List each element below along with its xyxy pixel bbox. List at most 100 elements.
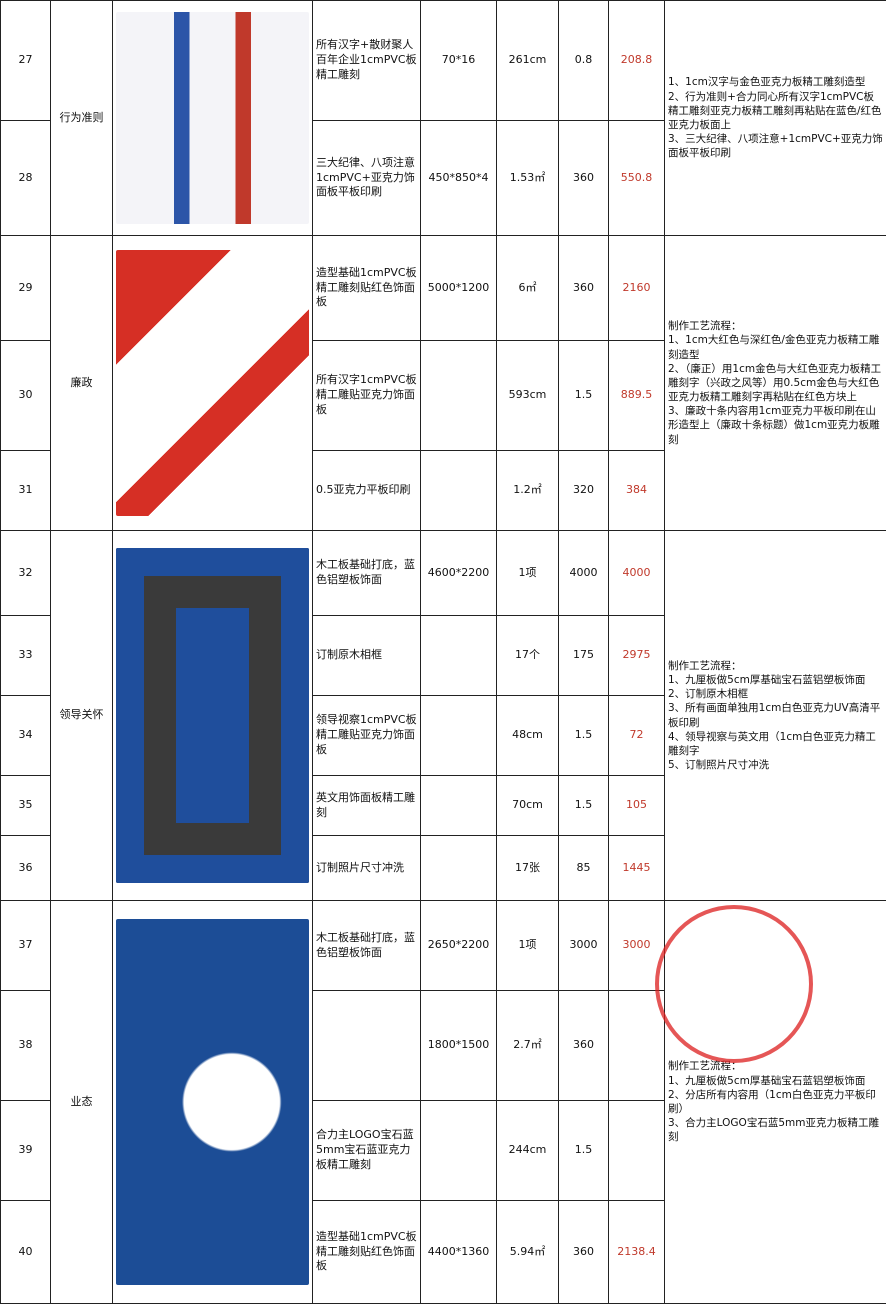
- row-number: 34: [1, 696, 51, 776]
- size: 5000*1200: [421, 236, 497, 341]
- process-description: 制作工艺流程： 1、九厘板做5cm厚基础宝石蓝铝塑板饰面 2、订制原木相框 3、…: [665, 531, 886, 901]
- item-description: 木工板基础打底，蓝色铝塑板饰面: [313, 531, 421, 616]
- item-description: 合力主LOGO宝石蓝5mm宝石蓝亚克力板精工雕刻: [313, 1101, 421, 1201]
- unit-price: 360: [559, 991, 609, 1101]
- item-description: 造型基础1cmPVC板精工雕刻贴红色饰面板: [313, 236, 421, 341]
- unit-price: 1.5: [559, 696, 609, 776]
- row-number: 29: [1, 236, 51, 341]
- item-description: 英文用饰面板精工雕刻: [313, 776, 421, 836]
- unit-price: 4000: [559, 531, 609, 616]
- image-cell: [113, 1, 313, 236]
- item-description: 订制照片尺寸冲洗: [313, 836, 421, 901]
- category: 领导关怀: [51, 531, 113, 901]
- item-description: 木工板基础打底，蓝色铝塑板饰面: [313, 901, 421, 991]
- row-number: 35: [1, 776, 51, 836]
- unit-price: 3000: [559, 901, 609, 991]
- unit-price: 360: [559, 121, 609, 236]
- size: [421, 616, 497, 696]
- total: 2138.4: [609, 1201, 665, 1304]
- size: 70*16: [421, 1, 497, 121]
- row-number: 31: [1, 451, 51, 531]
- image-cell: [113, 901, 313, 1304]
- item-description: 三大纪律、八项注意1cmPVC+亚克力饰面板平板印刷: [313, 121, 421, 236]
- image-cell: [113, 531, 313, 901]
- item-description: 所有汉字+散财聚人百年企业1cmPVC板精工雕刻: [313, 1, 421, 121]
- size: 1800*1500: [421, 991, 497, 1101]
- preview-image: [116, 12, 309, 224]
- size: [421, 696, 497, 776]
- quantity: 48cm: [497, 696, 559, 776]
- unit-price: 1.5: [559, 776, 609, 836]
- item-description: [313, 991, 421, 1101]
- unit-price: 0.8: [559, 1, 609, 121]
- quantity: 70cm: [497, 776, 559, 836]
- quantity: 593cm: [497, 341, 559, 451]
- quantity: 261cm: [497, 1, 559, 121]
- size: 2650*2200: [421, 901, 497, 991]
- process-description: 制作工艺流程： 1、1cm大红色与深红色/金色亚克力板精工雕刻造型 2、（廉正）…: [665, 236, 886, 531]
- quantity: 1.53㎡: [497, 121, 559, 236]
- preview-image: [116, 919, 309, 1285]
- item-description: 订制原木相框: [313, 616, 421, 696]
- preview-image: [116, 250, 309, 517]
- category: 业态: [51, 901, 113, 1304]
- total: 208.8: [609, 1, 665, 121]
- process-description: 制作工艺流程： 1、九厘板做5cm厚基础宝石蓝铝塑板饰面 2、分店所有内容用（1…: [665, 901, 886, 1304]
- row-number: 37: [1, 901, 51, 991]
- size: 4400*1360: [421, 1201, 497, 1304]
- total: 3000: [609, 901, 665, 991]
- quantity: 2.7㎡: [497, 991, 559, 1101]
- total: [609, 991, 665, 1101]
- process-description: 1、1cm汉字与金色亚克力板精工雕刻造型 2、行为准则+合力同心所有汉字1cmP…: [665, 1, 886, 236]
- unit-price: 175: [559, 616, 609, 696]
- unit-price: 360: [559, 1201, 609, 1304]
- item-description: 领导视察1cmPVC板精工雕贴亚克力饰面板: [313, 696, 421, 776]
- quantity: 1项: [497, 901, 559, 991]
- quantity: 1项: [497, 531, 559, 616]
- item-description: 所有汉字1cmPVC板精工雕贴亚克力饰面板: [313, 341, 421, 451]
- item-description: 0.5亚克力平板印刷: [313, 451, 421, 531]
- total: [609, 1101, 665, 1201]
- total: 2160: [609, 236, 665, 341]
- total: 1445: [609, 836, 665, 901]
- size: [421, 451, 497, 531]
- total: 2975: [609, 616, 665, 696]
- row-number: 38: [1, 991, 51, 1101]
- row-number: 27: [1, 1, 51, 121]
- unit-price: 85: [559, 836, 609, 901]
- item-description: 造型基础1cmPVC板精工雕刻贴红色饰面板: [313, 1201, 421, 1304]
- preview-image: [116, 548, 309, 884]
- row-number: 40: [1, 1201, 51, 1304]
- total: 550.8: [609, 121, 665, 236]
- total: 384: [609, 451, 665, 531]
- unit-price: 1.5: [559, 341, 609, 451]
- row-number: 33: [1, 616, 51, 696]
- size: [421, 341, 497, 451]
- row-number: 39: [1, 1101, 51, 1201]
- image-cell: [113, 236, 313, 531]
- size: [421, 1101, 497, 1201]
- size: [421, 776, 497, 836]
- row-number: 36: [1, 836, 51, 901]
- quantity: 17个: [497, 616, 559, 696]
- size: 450*850*4: [421, 121, 497, 236]
- size: 4600*2200: [421, 531, 497, 616]
- total: 4000: [609, 531, 665, 616]
- total: 72: [609, 696, 665, 776]
- row-number: 28: [1, 121, 51, 236]
- quantity: 5.94㎡: [497, 1201, 559, 1304]
- category: 行为准则: [51, 1, 113, 236]
- unit-price: 320: [559, 451, 609, 531]
- total: 889.5: [609, 341, 665, 451]
- size: [421, 836, 497, 901]
- category: 廉政: [51, 236, 113, 531]
- quantity: 244cm: [497, 1101, 559, 1201]
- total: 105: [609, 776, 665, 836]
- quantity: 17张: [497, 836, 559, 901]
